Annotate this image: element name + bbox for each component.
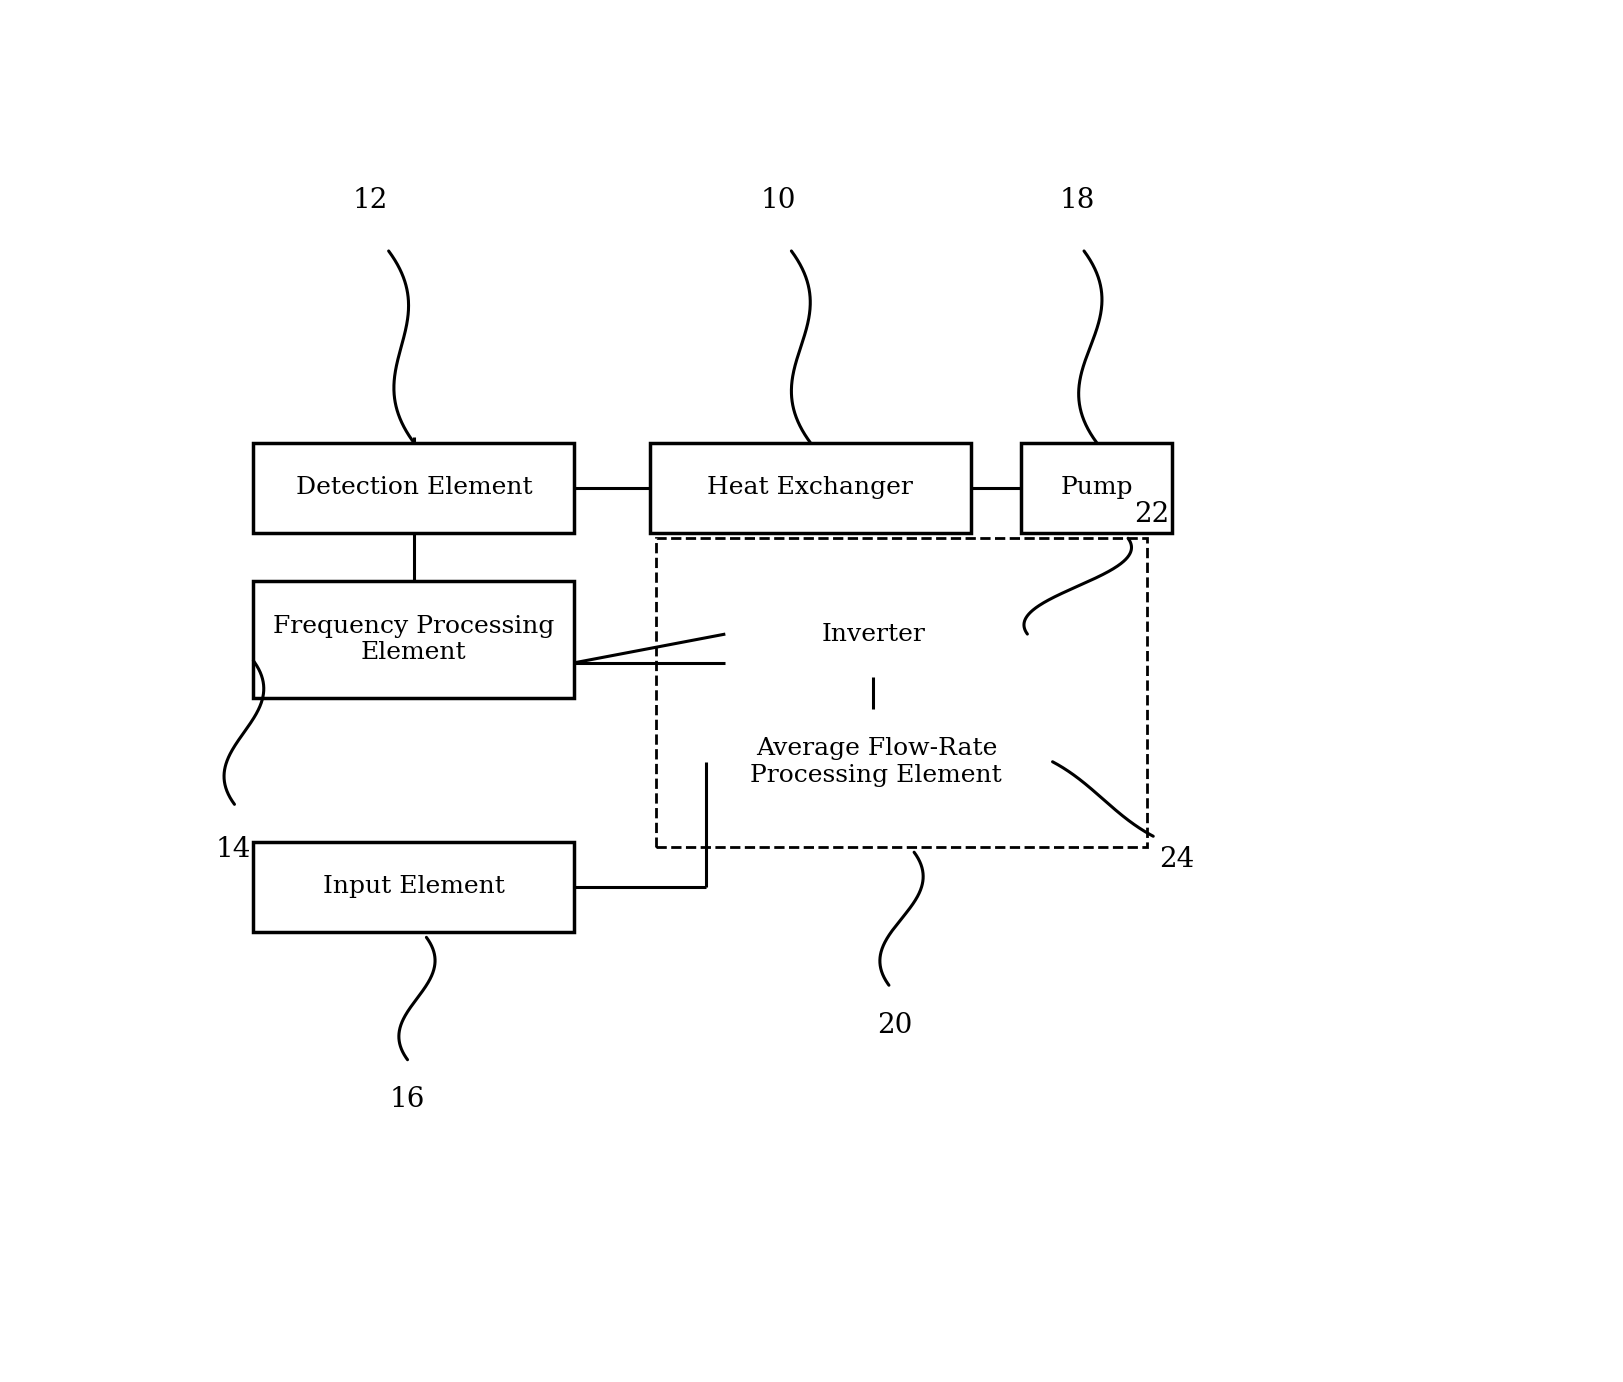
Text: 16: 16 <box>390 1086 425 1114</box>
Text: 24: 24 <box>1159 847 1195 873</box>
Text: 10: 10 <box>761 187 795 214</box>
Text: Pump: Pump <box>1060 477 1133 499</box>
Bar <box>649 442 971 533</box>
Text: 18: 18 <box>1060 187 1096 214</box>
Bar <box>706 709 1045 815</box>
Bar <box>253 442 575 533</box>
Text: 22: 22 <box>1133 500 1169 528</box>
Bar <box>1021 442 1172 533</box>
Text: Average Flow-Rate
Processing Element: Average Flow-Rate Processing Element <box>750 737 1001 786</box>
Bar <box>725 591 1021 677</box>
Text: Detection Element: Detection Element <box>295 477 532 499</box>
Text: 20: 20 <box>876 1012 912 1039</box>
Bar <box>253 842 575 931</box>
Text: 14: 14 <box>216 836 252 862</box>
Text: Frequency Processing
Element: Frequency Processing Element <box>273 615 553 665</box>
Text: Heat Exchanger: Heat Exchanger <box>708 477 912 499</box>
Text: Inverter: Inverter <box>821 622 925 645</box>
Text: 12: 12 <box>352 187 388 214</box>
Bar <box>253 580 575 698</box>
Bar <box>656 539 1146 847</box>
Text: Input Element: Input Element <box>323 875 505 898</box>
